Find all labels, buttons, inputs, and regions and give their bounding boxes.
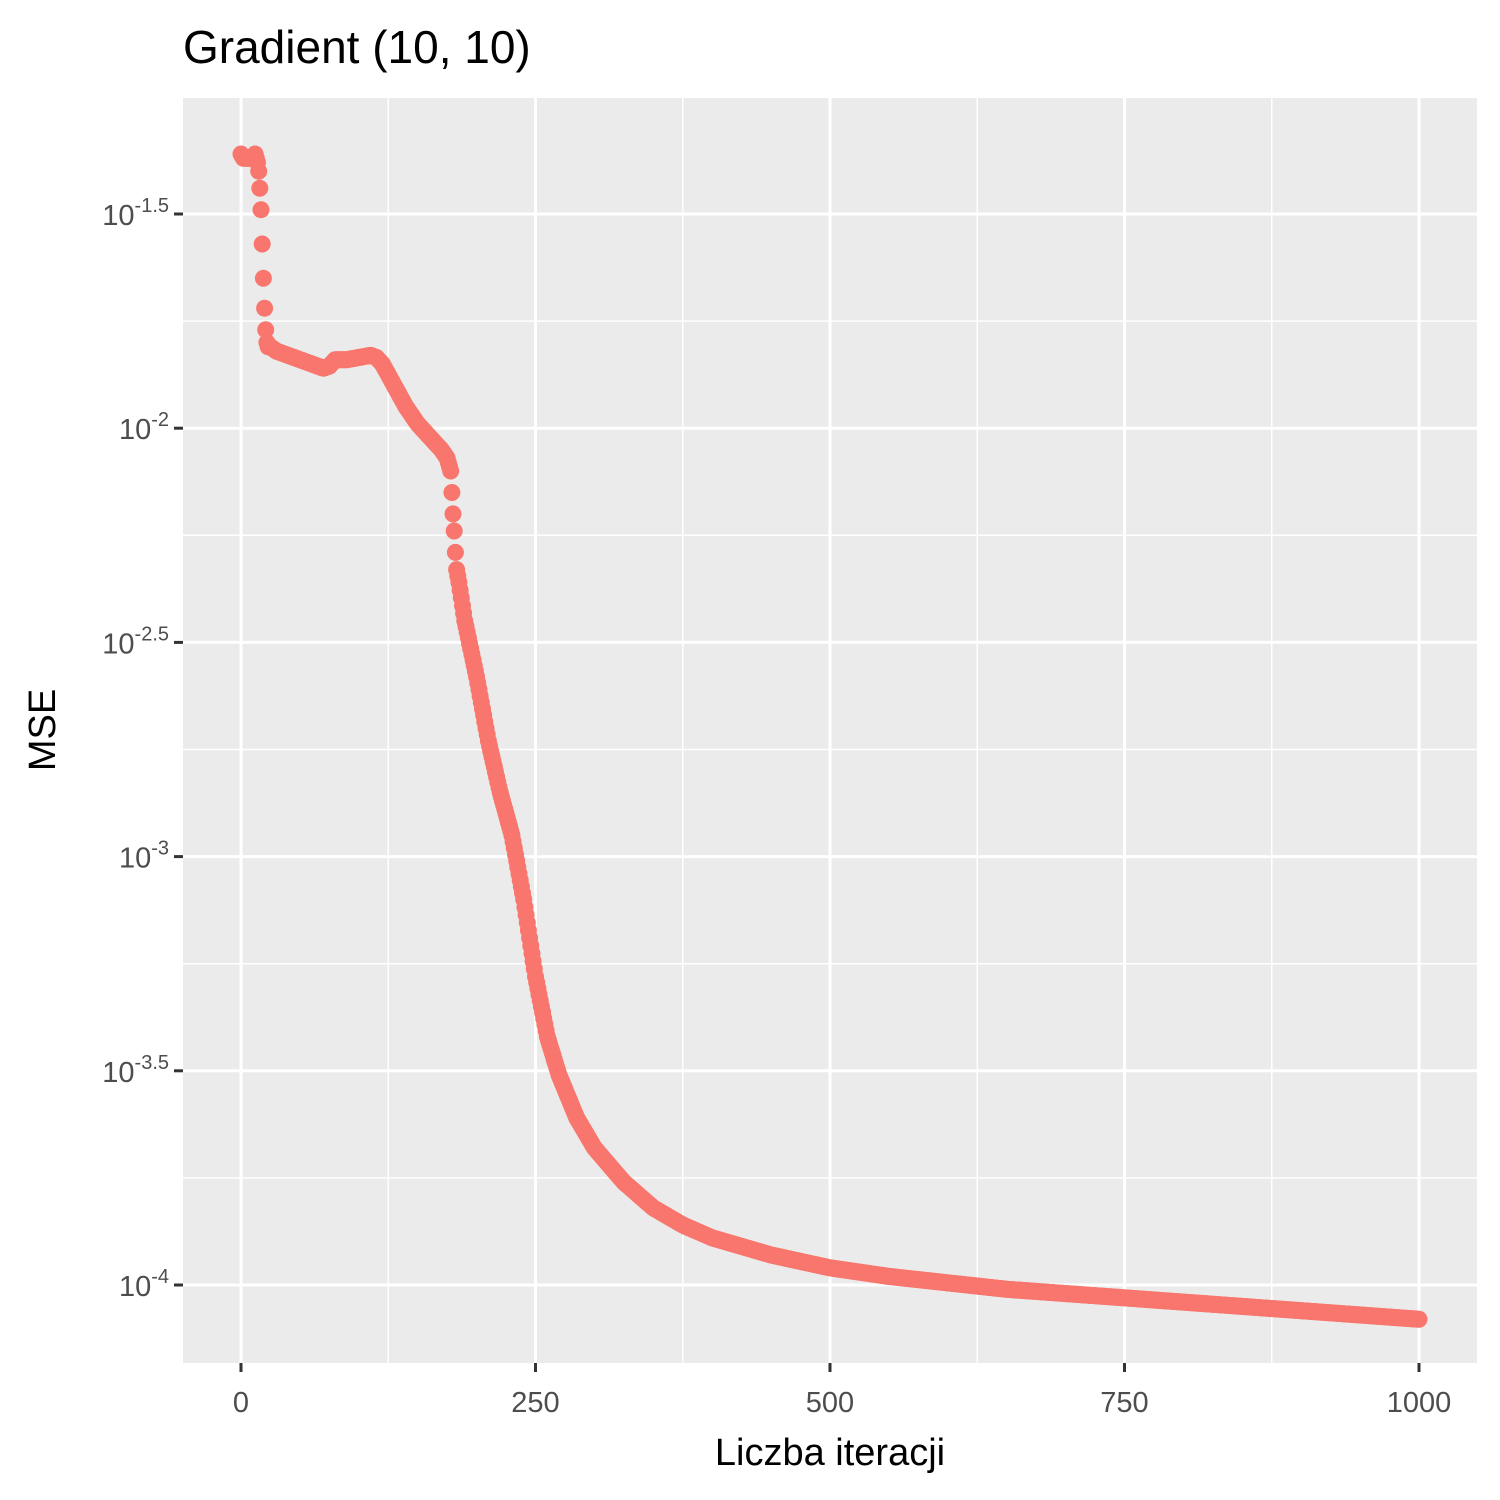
data-point xyxy=(443,484,461,501)
data-point xyxy=(251,179,269,197)
x-tick-label: 0 xyxy=(233,1387,249,1419)
x-axis: 0 250 500 750 1000 xyxy=(233,1363,1451,1419)
major-grid xyxy=(183,98,1477,1363)
x-tick-label: 1000 xyxy=(1387,1387,1452,1419)
y-tick-label: 10-2 xyxy=(119,409,169,446)
chart-title: Gradient (10, 10) xyxy=(183,21,531,73)
data-point xyxy=(446,543,464,561)
x-tick-label: 250 xyxy=(511,1387,559,1419)
data-point xyxy=(445,522,463,540)
y-axis: 10-1.5 10-2 10-2.5 10-3 10-3.5 10-4 xyxy=(102,195,183,1303)
data-point xyxy=(444,505,462,523)
data-point xyxy=(252,201,270,219)
data-point xyxy=(1410,1310,1428,1328)
data-points xyxy=(232,145,1428,1328)
x-tick-label: 500 xyxy=(806,1387,854,1419)
x-axis-title: Liczba iteracji xyxy=(715,1432,945,1474)
x-tick-label: 750 xyxy=(1100,1387,1148,1419)
y-tick-label: 10-2.5 xyxy=(102,623,169,660)
data-point xyxy=(442,462,460,480)
y-axis-title: MSE xyxy=(22,689,64,771)
data-point xyxy=(254,269,272,287)
data-point xyxy=(256,299,274,317)
y-tick-label: 10-3 xyxy=(119,838,169,875)
data-point xyxy=(257,321,275,339)
y-tick-label: 10-1.5 xyxy=(102,195,169,232)
data-point xyxy=(250,162,268,180)
y-tick-label: 10-3.5 xyxy=(102,1052,169,1089)
y-tick-label: 10-4 xyxy=(119,1266,169,1303)
data-point xyxy=(253,235,271,253)
